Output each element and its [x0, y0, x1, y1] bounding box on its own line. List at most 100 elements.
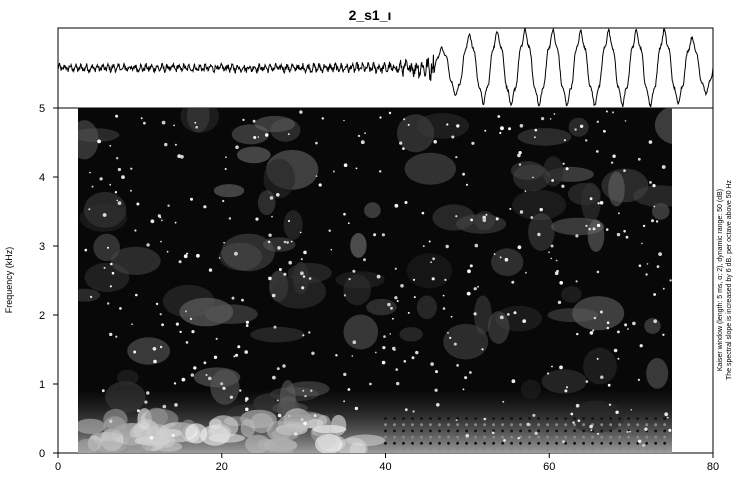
energy-blob — [646, 358, 669, 389]
energy-speckle — [390, 306, 393, 310]
harmonic-mark — [609, 448, 613, 451]
energy-speckle — [403, 360, 407, 363]
energy-blob — [263, 158, 295, 199]
energy-speckle — [116, 157, 119, 160]
harmonic-mark — [510, 441, 513, 445]
harmonic-mark — [501, 429, 504, 433]
energy-speckle — [632, 321, 636, 326]
harmonic-mark — [591, 441, 594, 445]
energy-speckle — [394, 267, 397, 270]
harmonic-mark — [654, 441, 658, 445]
harmonic-mark — [546, 429, 549, 433]
energy-speckle — [524, 190, 527, 193]
energy-speckle — [548, 251, 550, 254]
energy-speckle — [109, 144, 112, 147]
energy-speckle — [97, 139, 101, 144]
energy-speckle — [462, 388, 465, 391]
energy-speckle — [311, 351, 315, 355]
energy-speckle — [299, 231, 302, 234]
harmonic-mark — [546, 441, 549, 445]
low-band-blob — [257, 438, 276, 451]
energy-speckle — [415, 350, 419, 355]
harmonic-mark — [501, 423, 504, 427]
energy-speckle — [422, 245, 425, 248]
energy-speckle — [511, 379, 516, 384]
energy-blob — [263, 237, 296, 252]
energy-blob — [520, 379, 541, 399]
energy-speckle — [668, 428, 672, 432]
energy-speckle — [277, 246, 281, 250]
chart-title: 2_s1_ı — [349, 7, 392, 23]
energy-blob — [416, 295, 437, 320]
energy-speckle — [637, 157, 641, 161]
x-axis: 0 20 40 60 80 — [55, 453, 719, 473]
energy-speckle — [473, 312, 477, 316]
energy-speckle — [592, 329, 595, 332]
energy-speckle — [150, 219, 155, 224]
energy-speckle — [530, 216, 534, 219]
energy-speckle — [131, 323, 133, 326]
energy-speckle — [537, 232, 541, 237]
energy-speckle — [102, 213, 107, 217]
harmonic-mark — [528, 435, 531, 439]
energy-speckle — [430, 261, 432, 264]
energy-speckle — [89, 171, 91, 174]
energy-speckle — [412, 410, 415, 413]
energy-speckle — [159, 216, 162, 219]
harmonic-mark — [420, 429, 423, 433]
harmonic-mark — [564, 423, 567, 427]
energy-speckle — [599, 310, 603, 314]
harmonic-mark — [447, 448, 450, 451]
energy-speckle — [626, 430, 629, 433]
energy-speckle — [161, 120, 166, 125]
energy-speckle — [153, 359, 157, 364]
harmonic-mark — [582, 429, 585, 433]
energy-speckle — [310, 389, 313, 392]
energy-speckle — [638, 264, 642, 268]
energy-speckle — [229, 395, 233, 399]
energy-speckle — [282, 364, 286, 368]
energy-speckle — [399, 141, 403, 145]
energy-speckle — [208, 268, 213, 272]
energy-speckle — [114, 191, 118, 194]
energy-speckle — [642, 444, 646, 447]
energy-speckle — [462, 172, 465, 176]
energy-speckle — [283, 240, 287, 244]
energy-blob — [583, 347, 617, 385]
energy-speckle — [642, 224, 646, 228]
energy-speckle — [522, 319, 527, 323]
harmonic-mark — [429, 435, 432, 439]
harmonic-mark — [519, 435, 522, 439]
harmonic-mark — [564, 441, 567, 445]
harmonic-mark — [600, 417, 604, 420]
harmonic-mark — [492, 435, 495, 439]
harmonic-mark — [645, 423, 649, 427]
harmonic-mark — [636, 423, 640, 427]
energy-speckle — [554, 271, 559, 276]
energy-speckle — [159, 345, 163, 349]
harmonic-mark — [465, 429, 468, 433]
energy-speckle — [508, 127, 511, 131]
energy-speckle — [111, 271, 115, 275]
harmonic-mark — [663, 441, 667, 445]
energy-speckle — [272, 375, 276, 380]
low-band-blob — [266, 436, 294, 453]
harmonic-mark — [519, 448, 522, 451]
spectrogram-heatmap — [78, 108, 672, 453]
harmonic-mark — [600, 435, 604, 439]
energy-speckle — [381, 360, 386, 365]
energy-speckle — [403, 118, 406, 121]
energy-speckle — [605, 110, 608, 113]
energy-speckle — [330, 248, 333, 251]
energy-speckle — [572, 421, 575, 424]
energy-speckle — [278, 268, 282, 271]
harmonic-mark — [618, 423, 622, 427]
energy-speckle — [203, 361, 207, 365]
harmonic-mark — [627, 448, 631, 451]
harmonic-mark — [654, 417, 658, 420]
energy-speckle — [352, 340, 357, 345]
energy-speckle — [269, 196, 274, 200]
energy-speckle — [592, 227, 596, 231]
harmonic-mark — [411, 435, 414, 439]
harmonic-mark — [402, 423, 405, 427]
